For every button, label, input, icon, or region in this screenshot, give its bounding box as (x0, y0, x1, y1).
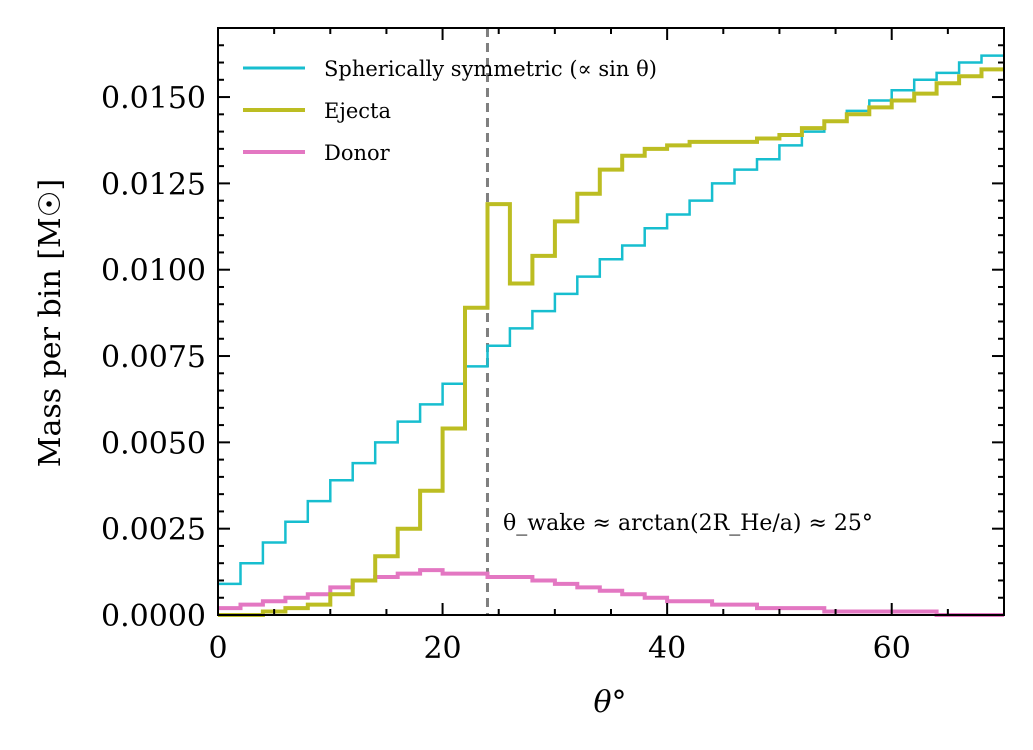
y-tick-label: 0.0000 (101, 599, 206, 634)
legend-label-donor: Donor (324, 141, 391, 165)
x-tick-label: 40 (648, 631, 686, 666)
series-ejecta (218, 67, 1004, 617)
y-axis-title: Mass per bin [M☉] (33, 179, 68, 467)
tick-labels: 0 20 40 60 0.0000 0.0025 0.0050 0.0075 0.0100 0.0… (101, 81, 911, 666)
y-tick-label: 0.0050 (101, 426, 206, 461)
y-tick-label: 0.0025 (101, 513, 206, 548)
legend-label-ejecta: Ejecta (324, 99, 391, 123)
x-axis-title: θ° (593, 685, 626, 720)
y-tick-label: 0.0150 (101, 81, 206, 116)
legend-label-spherical: Spherically symmetric (∝ sin θ) (324, 57, 657, 81)
x-tick-label: 0 (208, 631, 227, 666)
plot-area (218, 28, 1004, 617)
series-donor (218, 568, 1004, 617)
y-tick-label: 0.0125 (101, 167, 206, 202)
y-tick-label: 0.0100 (101, 254, 206, 289)
series-spherical (218, 54, 1004, 586)
legend: Spherically symmetric (∝ sin θ) Ejecta D… (243, 57, 657, 165)
x-tick-label: 20 (423, 631, 461, 666)
wake-annotation: θ_wake ≈ arctan(2R_He/a) ≈ 25° (503, 511, 873, 536)
y-tick-label: 0.0075 (101, 340, 206, 375)
plot-frame (217, 27, 1005, 616)
x-tick-label: 60 (873, 631, 911, 666)
